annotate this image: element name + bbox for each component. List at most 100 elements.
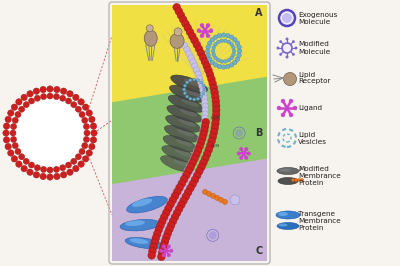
Circle shape [202, 115, 208, 121]
Circle shape [27, 91, 33, 97]
Circle shape [91, 130, 97, 136]
Circle shape [158, 217, 166, 225]
Circle shape [71, 158, 77, 164]
Circle shape [292, 178, 294, 181]
Circle shape [89, 116, 95, 123]
Circle shape [240, 147, 243, 151]
Circle shape [235, 41, 240, 45]
Ellipse shape [177, 129, 194, 136]
Circle shape [202, 155, 209, 162]
Circle shape [218, 197, 224, 202]
Circle shape [196, 75, 203, 81]
Circle shape [292, 53, 294, 56]
Circle shape [187, 163, 194, 171]
Ellipse shape [130, 238, 148, 244]
Circle shape [5, 143, 11, 150]
Circle shape [237, 53, 241, 57]
Circle shape [211, 89, 218, 96]
Circle shape [84, 124, 90, 130]
Circle shape [227, 58, 231, 62]
Circle shape [217, 34, 222, 38]
Circle shape [247, 152, 250, 155]
Circle shape [200, 23, 204, 27]
Circle shape [162, 209, 170, 217]
Circle shape [196, 143, 203, 150]
Circle shape [195, 143, 202, 149]
Circle shape [212, 97, 220, 105]
Circle shape [206, 34, 210, 38]
Circle shape [178, 201, 185, 209]
Circle shape [199, 83, 205, 89]
Circle shape [21, 94, 27, 101]
Circle shape [71, 102, 77, 108]
Circle shape [208, 75, 215, 83]
Ellipse shape [184, 79, 202, 87]
Ellipse shape [162, 146, 196, 162]
Circle shape [189, 180, 196, 188]
Circle shape [195, 45, 203, 53]
Circle shape [226, 64, 230, 69]
Circle shape [202, 99, 208, 105]
Circle shape [210, 84, 218, 92]
Circle shape [12, 143, 18, 149]
Circle shape [200, 131, 207, 138]
Circle shape [193, 172, 201, 179]
Ellipse shape [132, 198, 152, 207]
Circle shape [230, 35, 234, 39]
Circle shape [198, 135, 204, 141]
Circle shape [167, 221, 175, 229]
Text: Lipid
Receptor: Lipid Receptor [298, 72, 330, 85]
Circle shape [186, 81, 188, 84]
Circle shape [182, 171, 190, 179]
Circle shape [187, 184, 194, 192]
Circle shape [162, 245, 166, 248]
Text: Modified
Molecule: Modified Molecule [298, 41, 330, 55]
Circle shape [166, 225, 173, 233]
Circle shape [152, 234, 160, 242]
Circle shape [176, 184, 183, 192]
Ellipse shape [120, 219, 160, 231]
Circle shape [230, 56, 234, 60]
Circle shape [78, 99, 84, 105]
Circle shape [157, 222, 164, 229]
Circle shape [286, 56, 288, 58]
Text: Ligand: Ligand [298, 105, 322, 111]
Circle shape [23, 102, 29, 108]
Circle shape [8, 110, 14, 116]
Circle shape [21, 165, 27, 172]
Circle shape [293, 106, 297, 110]
Circle shape [192, 151, 200, 159]
Circle shape [173, 209, 181, 217]
Circle shape [201, 119, 208, 125]
Circle shape [292, 40, 294, 43]
Ellipse shape [125, 238, 163, 249]
Circle shape [54, 94, 60, 99]
Circle shape [232, 49, 236, 53]
Circle shape [211, 124, 218, 132]
Text: C: C [255, 246, 263, 256]
Circle shape [208, 137, 216, 145]
Circle shape [206, 142, 214, 149]
Ellipse shape [178, 119, 196, 127]
Ellipse shape [278, 177, 298, 185]
Circle shape [286, 38, 288, 40]
Circle shape [60, 172, 67, 178]
Circle shape [201, 123, 207, 129]
Circle shape [167, 245, 170, 248]
Circle shape [277, 106, 281, 110]
Circle shape [82, 104, 89, 110]
Ellipse shape [167, 105, 202, 122]
Circle shape [155, 226, 162, 234]
Ellipse shape [169, 85, 206, 102]
Circle shape [19, 154, 25, 160]
Circle shape [232, 46, 235, 49]
Circle shape [298, 178, 300, 181]
Circle shape [206, 45, 210, 49]
Circle shape [217, 64, 222, 69]
Circle shape [86, 150, 92, 156]
Circle shape [205, 146, 212, 153]
Circle shape [66, 162, 72, 168]
Circle shape [202, 111, 208, 117]
Ellipse shape [160, 156, 194, 172]
Circle shape [209, 133, 217, 140]
